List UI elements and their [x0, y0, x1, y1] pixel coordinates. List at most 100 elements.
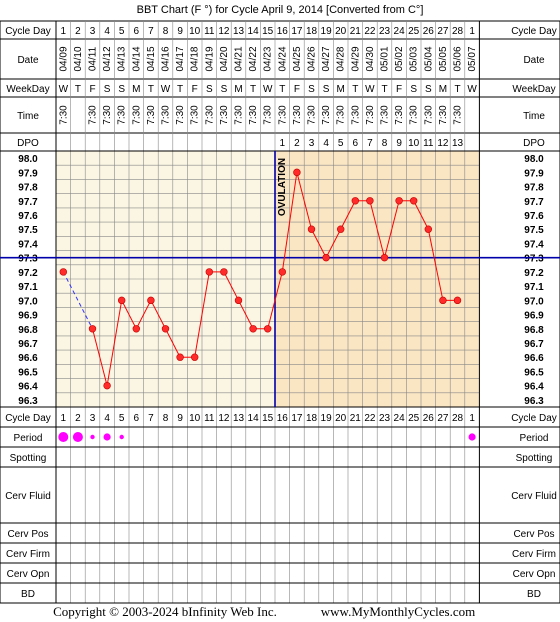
date-label: 04/29 — [350, 46, 361, 71]
row-label-cycle_day: Cycle Day — [5, 26, 51, 37]
time-label: 7:30 — [131, 105, 142, 125]
row-label-bottom-cerv_pos: Cerv Pos — [7, 529, 48, 540]
temperature-segment — [369, 200, 385, 258]
temperature-point — [249, 325, 257, 333]
time-label: 7:30 — [277, 105, 288, 125]
time-label: 7:30 — [102, 105, 113, 125]
cycle-day-label: 4 — [104, 26, 110, 37]
dpo-label: 12 — [437, 138, 449, 149]
weekday-label: F — [192, 84, 198, 95]
temperature-point — [234, 296, 243, 305]
date-label: 04/09 — [58, 46, 69, 71]
time-label: 7:30 — [117, 105, 128, 125]
time-label: 7:30 — [336, 105, 347, 125]
weekday-label: F — [89, 84, 95, 95]
cycle-day-label: 22 — [364, 26, 376, 37]
cycle-day-label: 26 — [423, 26, 435, 37]
cycle-day-label: 18 — [306, 26, 318, 37]
y-tick-label-right: 97.5 — [524, 225, 544, 236]
cycle-day-label-bottom: 7 — [148, 413, 154, 424]
y-tick-label: 97.7 — [18, 197, 38, 208]
row-border-bottom-cerv_firm — [0, 542, 560, 564]
y-tick-label-right: 96.3 — [524, 396, 544, 407]
y-tick-label: 97.5 — [18, 225, 38, 236]
row-label-bottom-right-spotting: Spotting — [516, 453, 553, 464]
temperature-point — [88, 325, 97, 333]
date-label: 04/14 — [131, 46, 142, 71]
y-tick-label: 96.7 — [18, 339, 38, 350]
y-tick-label: 98.0 — [18, 154, 38, 165]
time-label: 7:30 — [161, 105, 172, 125]
temperature-segment — [92, 328, 108, 386]
temperature-point — [337, 225, 345, 233]
temperature-segment — [340, 200, 356, 230]
cycle-day-label-bottom: 16 — [277, 413, 289, 424]
y-tick-label: 97.3 — [18, 254, 38, 265]
y-tick-label-right: 96.7 — [524, 339, 544, 350]
dpo-label: 5 — [338, 138, 344, 149]
date-label: 05/01 — [380, 46, 391, 71]
temperature-point — [395, 197, 403, 205]
temperature-segment — [296, 172, 312, 230]
chart-title: BBT Chart (F °) for Cycle April 9, 2014 … — [137, 4, 424, 16]
cycle-day-label-bottom: 25 — [408, 413, 420, 424]
temperature-point — [147, 296, 155, 305]
time-label: 7:30 — [146, 105, 157, 125]
y-tick-label-right: 98.0 — [524, 154, 544, 165]
weekday-label: S — [221, 84, 228, 95]
time-label: 7:30 — [365, 105, 376, 125]
time-label: 7:30 — [423, 105, 434, 125]
time-label: 7:30 — [263, 105, 274, 125]
cycle-day-label: 6 — [134, 26, 140, 37]
temperature-segment — [238, 300, 254, 330]
cycle-day-label: 2 — [75, 26, 81, 37]
row-label-bottom-spotting: Spotting — [10, 453, 47, 464]
cycle-day-label: 28 — [452, 26, 464, 37]
temperature-segment — [106, 300, 123, 386]
date-label: 04/27 — [321, 46, 332, 71]
temperature-point — [103, 381, 111, 390]
row-label-right-cycle_day: Cycle Day — [511, 26, 557, 37]
temperature-point — [366, 197, 374, 205]
date-label: 05/07 — [467, 46, 478, 71]
cycle-day-label-bottom: 11 — [204, 413, 215, 424]
cycle-day-label: 3 — [90, 26, 96, 37]
y-tick-label-right: 96.8 — [524, 325, 544, 336]
date-label: 04/24 — [277, 46, 288, 71]
row-label-bottom-cerv_firm: Cerv Firm — [6, 549, 50, 560]
temperature-segment — [223, 271, 239, 301]
dpo-label: 1 — [280, 138, 286, 149]
cycle-day-label-bottom: 5 — [119, 413, 125, 424]
period-dot — [58, 432, 69, 442]
dpo-label: 7 — [367, 138, 373, 149]
weekday-label: T — [75, 84, 81, 95]
dpo-label: 3 — [309, 138, 315, 149]
temperature-segment — [150, 300, 166, 330]
y-tick-label-right: 96.5 — [524, 367, 544, 378]
temperature-segment — [384, 200, 400, 258]
weekday-label: W — [263, 84, 273, 95]
row-label-right-date: Date — [523, 55, 545, 66]
weekday-label: S — [206, 84, 213, 95]
date-label: 04/18 — [190, 46, 201, 71]
date-label: 05/05 — [438, 46, 449, 71]
y-tick-label-right: 97.2 — [524, 268, 544, 279]
y-tick-label-right: 97.6 — [524, 211, 544, 222]
cycle-day-label: 1 — [61, 26, 67, 37]
footer-copyright: Copyright © 2003-2024 bInfinity Web Inc. — [53, 604, 277, 619]
date-label: 04/21 — [234, 46, 245, 71]
date-label: 04/17 — [175, 46, 186, 71]
cycle-day-label-bottom: 13 — [233, 413, 245, 424]
dpo-label: 9 — [396, 138, 402, 149]
dpo-label: 11 — [423, 138, 434, 149]
cycle-day-label-bottom: 1 — [469, 413, 475, 424]
date-label: 04/23 — [263, 46, 274, 71]
ovulation-label: OVULATION — [277, 158, 288, 216]
cycle-day-label: 5 — [119, 26, 125, 37]
weekday-label: S — [425, 84, 432, 95]
y-tick-label: 97.8 — [18, 183, 38, 194]
cycle-day-label-bottom: 15 — [262, 413, 274, 424]
temperature-point — [132, 325, 141, 333]
date-label: 04/22 — [248, 46, 259, 71]
